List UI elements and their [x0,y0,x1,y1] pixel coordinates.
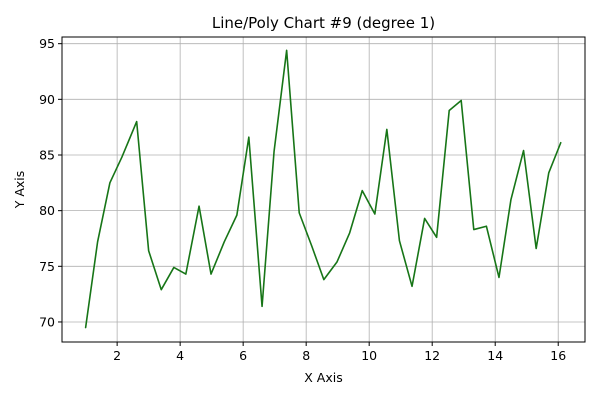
series-layer [84,49,562,329]
x-tick-label: 8 [302,348,310,363]
y-tick-label: 80 [39,203,55,218]
x-tick-label: 12 [424,348,440,363]
y-tick-label: 70 [39,314,55,329]
series-line [84,49,562,329]
y-axis-ticks: 70 75 80 85 90 95 [39,36,62,329]
y-tick-label: 95 [39,36,55,51]
x-tick-label: 2 [113,348,121,363]
y-tick-label: 85 [39,147,55,162]
x-tick-label: 16 [550,348,566,363]
plot-area-frame [61,36,586,343]
y-tick-label: 75 [39,259,55,274]
x-tick-label: 6 [239,348,247,363]
y-axis-label: Y Axis [12,171,27,210]
x-axis-ticks: 2 4 6 8 10 12 14 16 [113,342,566,363]
x-tick-label: 10 [361,348,377,363]
y-tick-label: 90 [39,92,55,107]
grid-lines [62,37,585,342]
x-tick-label: 14 [487,348,503,363]
x-tick-label: 4 [176,348,184,363]
x-axis-label: X Axis [304,370,342,385]
chart-title: Line/Poly Chart #9 (degree 1) [212,14,435,32]
